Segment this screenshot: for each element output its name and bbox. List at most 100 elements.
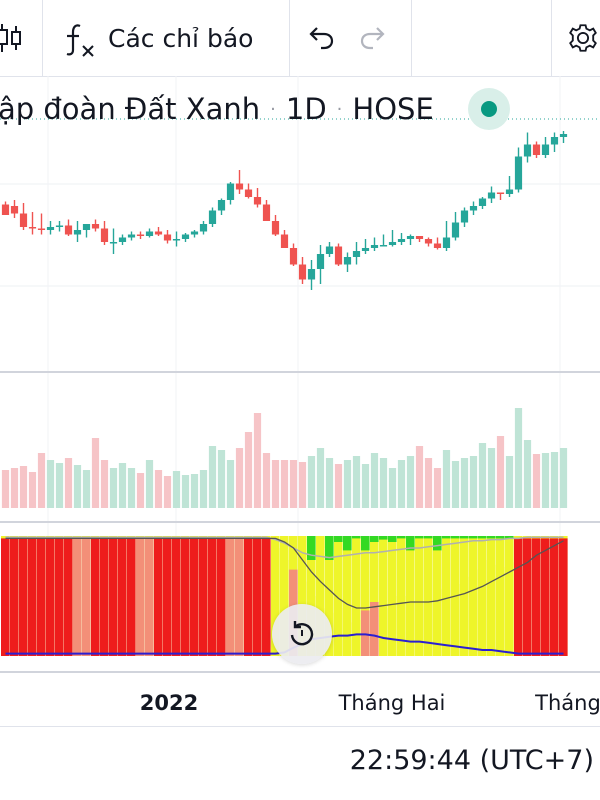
oscillator-bar (442, 596, 451, 656)
undo-button[interactable] (304, 0, 340, 76)
volume-bar (73, 465, 82, 508)
redo-button[interactable] (358, 0, 394, 76)
candle-body (487, 192, 496, 199)
oscillator-bar (46, 538, 55, 656)
oscillator-bar (523, 538, 532, 656)
candle-body (505, 189, 514, 194)
oscillator-background-bar (361, 536, 370, 656)
oscillator-bar (532, 538, 541, 656)
candle-body (406, 236, 415, 239)
reset-chart-button[interactable] (272, 604, 332, 664)
oscillator-bar (415, 603, 424, 656)
oscillator-bar (361, 610, 370, 656)
volume-bar (415, 446, 424, 508)
volume-bar (505, 456, 514, 508)
indicators-button[interactable]: Các chỉ báo (64, 0, 253, 76)
time-axis-label: Tháng Hai (338, 691, 446, 715)
chart-toolbar: Các chỉ báo (0, 0, 600, 77)
oscillator-bar (334, 608, 343, 656)
candle-body (154, 231, 163, 235)
footer-divider (0, 726, 600, 727)
chart-style-button[interactable] (0, 0, 34, 76)
settings-icon (569, 24, 597, 52)
oscillator-background-bar (316, 536, 325, 656)
volume-bar (235, 448, 244, 508)
candle-body (199, 224, 208, 232)
oscillator-cap (478, 536, 487, 539)
separator-dot: · (336, 98, 343, 120)
volume-bar (91, 438, 100, 508)
volume-bar (118, 463, 127, 508)
candle-body (559, 134, 568, 137)
volume-bar (136, 473, 145, 508)
candle-body (415, 236, 424, 239)
oscillator-cap (433, 536, 442, 551)
volume-bar (46, 460, 55, 508)
volume-bar (433, 468, 442, 508)
volume-bar (289, 460, 298, 508)
candle-body (541, 144, 550, 155)
volume-bar (388, 468, 397, 508)
oscillator-line-grey (5, 536, 564, 559)
candle-body (514, 156, 523, 190)
oscillator-bar (271, 548, 280, 656)
candle-body (253, 197, 262, 205)
volume-bar (100, 460, 109, 508)
oscillator-bar (406, 602, 415, 656)
volume-bar (397, 460, 406, 508)
clock-text: 22:59:44 (UTC+7) (349, 745, 594, 776)
volume-bar (190, 474, 199, 508)
oscillator-line-dark (5, 537, 564, 609)
candle-body (280, 234, 289, 248)
candle-body (73, 230, 82, 235)
volume-bar (19, 466, 28, 508)
oscillator-bar (550, 538, 559, 656)
oscillator-bar (226, 538, 235, 656)
volume-bar (64, 458, 73, 508)
toolbar-separator (551, 0, 552, 76)
candle-body (235, 183, 244, 190)
oscillator-bar (172, 538, 181, 656)
volume-bar (28, 472, 37, 508)
oscillator-background-bar (334, 536, 343, 656)
market-status-indicator[interactable] (468, 88, 510, 130)
oscillator-bar (154, 538, 163, 656)
oscillator-background-bar (415, 536, 424, 656)
time-axis-label: 2022 (140, 691, 198, 715)
candle-body (82, 224, 91, 230)
volume-bar (541, 453, 550, 508)
oscillator-bar (109, 538, 118, 656)
candle-body (451, 222, 460, 238)
candlestick-icon (0, 24, 21, 52)
settings-button[interactable] (566, 0, 600, 76)
oscillator-bar (190, 538, 199, 656)
volume-bar (379, 458, 388, 508)
oscillator-bar (199, 538, 208, 656)
oscillator-bar (37, 538, 46, 656)
reset-icon (290, 621, 314, 646)
candle-body (289, 248, 298, 265)
volume-bar (163, 476, 172, 508)
oscillator-background-bar (406, 536, 415, 656)
oscillator-bar (244, 538, 253, 656)
oscillator-cap (442, 536, 451, 539)
chart-canvas[interactable]: 2022 Tháng Hai Tháng (0, 76, 600, 726)
volume-bar (550, 452, 559, 508)
oscillator-bar (343, 622, 352, 656)
candle-body (316, 254, 325, 269)
candle-body (37, 228, 46, 230)
oscillator-bar (10, 538, 19, 656)
volume-bar (352, 456, 361, 508)
candle-body (64, 225, 73, 235)
volume-bar (424, 458, 433, 508)
oscillator-bar (73, 538, 82, 656)
candle-body (469, 206, 478, 211)
volume-bar (82, 470, 91, 508)
symbol-legend[interactable]: ập đoàn Đất Xanh · 1D · HOSE (0, 86, 434, 132)
redo-icon (360, 27, 385, 50)
volume-bar (559, 448, 568, 508)
oscillator-cap (361, 536, 370, 551)
volume-bar (37, 453, 46, 508)
volume-bar (442, 450, 451, 508)
candle-body (136, 234, 145, 236)
